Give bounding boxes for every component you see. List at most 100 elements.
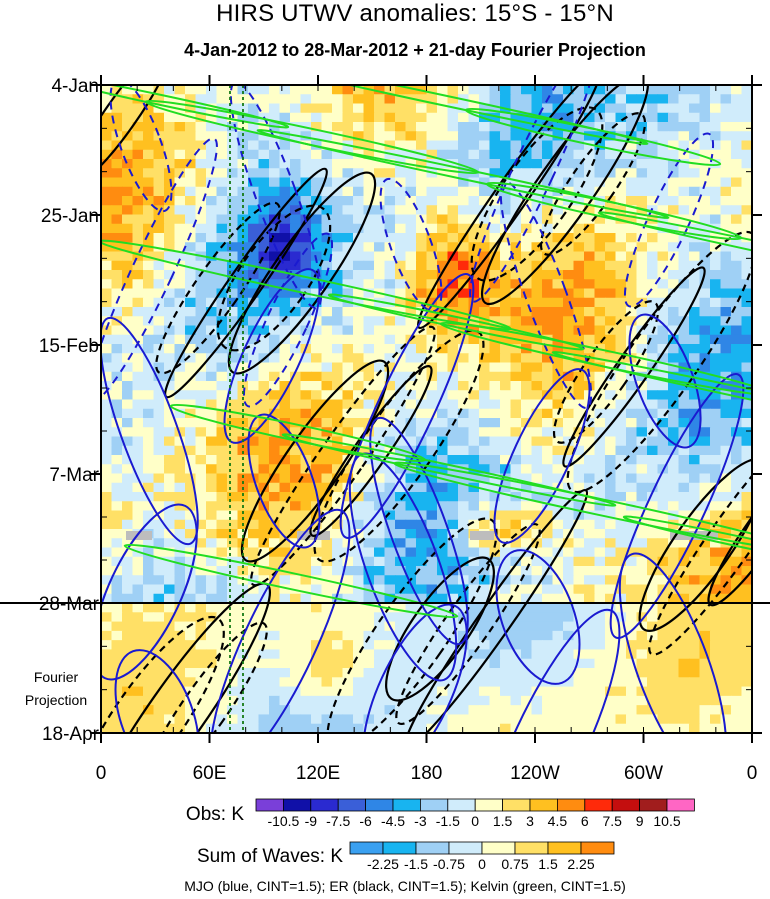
projection-cell [720,621,732,632]
obs-cell [227,251,239,262]
obs-cell [437,233,449,243]
obs-cell [384,205,396,216]
projection-cell [542,621,554,632]
obs-cell [584,297,596,308]
obs-cell [626,464,638,475]
obs-cell [657,427,669,438]
obs-cell [437,288,449,299]
projection-cell [321,668,333,678]
obs-cell [710,445,722,456]
obs-cell [342,455,354,465]
obs-cell [552,260,564,271]
projection-cell [668,649,680,660]
obs-cell [563,122,575,132]
projection-cell [531,640,543,651]
obs-cell [185,251,197,262]
projection-cell [206,621,218,632]
obs-cell [143,445,155,456]
obs-cell [563,159,575,169]
obs-cell [584,519,596,530]
obs-cell [122,251,134,262]
obs-cell [542,381,554,391]
obs-cell [185,510,197,521]
anomaly-field [101,85,752,733]
projection-cell [153,723,165,733]
obs-cell [384,94,396,105]
obs-cell [594,399,606,410]
obs-cell [731,593,743,604]
obs-cell [185,492,197,502]
obs-cell [668,575,680,586]
obs-cell [321,186,333,197]
obs-cell [510,362,522,373]
obs-cell [237,473,249,484]
projection-cell [111,677,123,688]
projection-cell [521,658,533,669]
obs-cell [290,344,302,354]
obs-cell [405,85,417,95]
projection-cell [500,695,512,706]
obs-cell [332,510,344,521]
obs-cell [363,214,375,225]
obs-cell [657,445,669,456]
obs-cell [248,307,260,317]
obs-cell [437,270,449,280]
obs-cell [678,149,690,160]
obs-cell [626,492,638,502]
obs-cell [321,390,333,401]
obs-cell [311,103,323,114]
projection-cell [248,677,260,688]
obs-cell [416,519,428,530]
projection-cell [342,714,354,725]
obs-cell [447,242,459,253]
obs-cell [657,260,669,271]
obs-cell [594,233,606,243]
mjo-contour [362,603,468,733]
obs-cell [237,510,249,521]
projection-cell [363,640,375,651]
obs-cell [258,371,270,382]
obs-cell [101,196,113,206]
obs-cell [279,482,291,493]
obs-cell [164,112,176,123]
obs-cell [510,270,522,280]
obs-cell [647,455,659,465]
obs-cell [195,381,207,391]
kelvin-contour [393,461,752,553]
projection-cell [563,612,575,623]
obs-cell [405,270,417,280]
obs-cell [311,297,323,308]
projection-cell [626,630,638,641]
obs-cell [510,103,522,114]
obs-cell [342,168,354,179]
obs-cell [594,288,606,299]
obs-cell [605,94,617,105]
obs-cell [374,223,386,234]
projection-cell [363,695,375,706]
obs-cell [479,593,491,604]
mjo-contour [242,232,334,408]
obs-cell [342,566,354,576]
obs-cell [374,131,386,142]
obs-cell [101,445,113,456]
obs-cell [363,473,375,484]
obs-cell [321,307,333,317]
projection-cell [269,603,281,613]
projection-cell [552,612,564,623]
obs-cell [563,233,575,243]
obs-cell [300,140,312,151]
obs-cell [206,427,218,438]
obs-cell [626,399,638,410]
obs-cell [248,399,260,410]
obs-cell [741,168,752,179]
obs-cell [668,112,680,123]
obs-cell [437,519,449,530]
projection-cell [164,668,176,678]
projection-cell [300,640,312,651]
colorbar-title: Sum of Waves: K [197,846,343,867]
obs-cell [101,233,113,243]
x-tick-label: 60E [193,763,227,784]
obs-cell [647,399,659,410]
obs-cell [185,140,197,151]
obs-cell [342,288,354,299]
